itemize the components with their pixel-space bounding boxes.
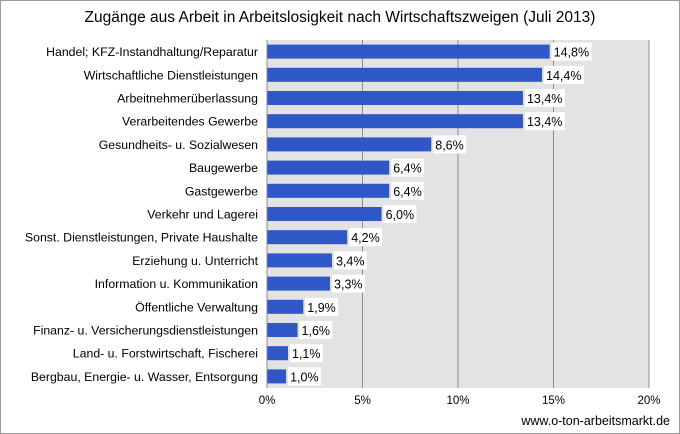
bar <box>267 183 390 198</box>
value-label-box <box>391 158 425 177</box>
value-labels: 14,8% 14,4% 13,4% 13,4% 8,6% 6,4% 6,4% 6,0% 4,2%… <box>288 42 592 386</box>
value-label-box <box>332 274 365 293</box>
value-label-box <box>544 65 585 84</box>
value-label: 1,6% <box>302 324 331 338</box>
category-label: Verarbeitendes Gewerbe <box>122 115 258 129</box>
value-label: 4,2% <box>351 231 380 245</box>
value-label-box <box>290 344 323 363</box>
category-label: Sonst. Dienstleistungen, Private Haushal… <box>25 231 258 245</box>
category-label: Verkehr und Lagerei <box>147 208 258 222</box>
bar <box>267 67 543 82</box>
value-label: 6,4% <box>393 162 422 176</box>
value-label: 13,4% <box>527 92 562 106</box>
category-label: Erziehung u. Unterricht <box>132 254 258 268</box>
category-label: Baugewerbe <box>189 161 258 175</box>
value-label: 6,4% <box>393 185 422 199</box>
x-axis-ticks: 0% 5% 10% 15% 20% <box>259 395 661 407</box>
category-label: Finanz- u. Versicherungsdienstleistungen <box>33 324 258 338</box>
bar <box>267 91 523 105</box>
bar <box>267 137 432 152</box>
x-tick-label: 15% <box>542 395 565 407</box>
value-label-box <box>383 205 417 223</box>
bar <box>267 299 304 314</box>
category-label: Bergbau, Energie- u. Wasser, Entsorgung <box>31 370 258 384</box>
value-label-box <box>299 321 333 339</box>
bar <box>267 369 287 384</box>
value-label-box <box>288 367 321 386</box>
bar <box>267 323 298 337</box>
x-tick-label: 20% <box>637 395 660 407</box>
bar <box>267 44 550 59</box>
category-label: Gastgewerbe <box>185 184 258 198</box>
category-label: Gesundheits- u. Sozialwesen <box>99 138 258 152</box>
category-label: Arbeitnehmerüberlassung <box>117 92 258 106</box>
x-tick-label: 10% <box>446 395 469 407</box>
bar <box>267 253 332 268</box>
category-label: Wirtschaftliche Dienstleistungen <box>84 68 258 82</box>
value-label-box <box>305 297 339 316</box>
source-credit: www.o-ton-arbeitsmarkt.de <box>521 414 670 428</box>
value-label: 3,4% <box>336 254 365 268</box>
value-label: 3,3% <box>334 278 363 292</box>
value-label-box <box>349 228 383 247</box>
value-label: 8,6% <box>435 138 464 152</box>
value-label-box <box>524 112 565 131</box>
value-label-box <box>333 251 367 270</box>
value-label: 1,1% <box>292 347 321 361</box>
value-label-box <box>433 135 467 154</box>
category-label: Öffentliche Verwaltung <box>135 300 258 314</box>
value-label: 14,4% <box>546 69 581 83</box>
category-labels: Handel; KFZ-Instandhaltung/Reparatur Wirt… <box>25 45 259 384</box>
chart-title: Zugänge aus Arbeit in Arbeitslosigkeit n… <box>84 9 596 26</box>
value-label: 14,8% <box>554 46 589 60</box>
value-label: 1,9% <box>307 301 336 315</box>
x-tick-label: 5% <box>354 395 371 407</box>
category-label: Handel; KFZ-Instandhaltung/Reparatur <box>46 45 258 59</box>
value-label: 13,4% <box>527 115 562 129</box>
bar <box>267 160 390 175</box>
bar <box>267 230 348 245</box>
category-label: Information u. Kommunikation <box>95 277 259 291</box>
bar <box>267 114 523 129</box>
value-label-box <box>524 89 565 107</box>
x-tick-label: 0% <box>259 395 276 407</box>
bars <box>267 44 550 384</box>
bar <box>267 207 382 221</box>
value-label: 1,0% <box>290 370 319 384</box>
value-label: 6,0% <box>386 208 415 222</box>
value-label-box <box>391 181 425 200</box>
bar <box>267 276 331 291</box>
bar <box>267 346 289 361</box>
value-label-box <box>551 42 592 61</box>
category-label: Land- u. Forstwirtschaft, Fischerei <box>73 347 258 361</box>
